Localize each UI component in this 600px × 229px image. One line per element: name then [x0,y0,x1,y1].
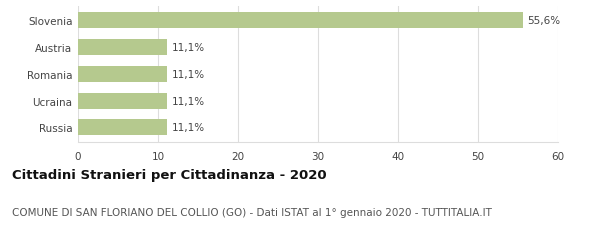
Bar [78,13,523,29]
Bar [78,120,167,136]
Text: 11,1%: 11,1% [172,69,205,79]
Text: 11,1%: 11,1% [172,123,205,133]
Text: 11,1%: 11,1% [172,96,205,106]
Bar [78,66,167,82]
Bar [78,40,167,56]
Bar [78,93,167,109]
Text: COMUNE DI SAN FLORIANO DEL COLLIO (GO) - Dati ISTAT al 1° gennaio 2020 - TUTTITA: COMUNE DI SAN FLORIANO DEL COLLIO (GO) -… [12,207,492,217]
Text: 11,1%: 11,1% [172,43,205,53]
Text: 55,6%: 55,6% [527,16,561,26]
Text: Cittadini Stranieri per Cittadinanza - 2020: Cittadini Stranieri per Cittadinanza - 2… [12,169,326,182]
